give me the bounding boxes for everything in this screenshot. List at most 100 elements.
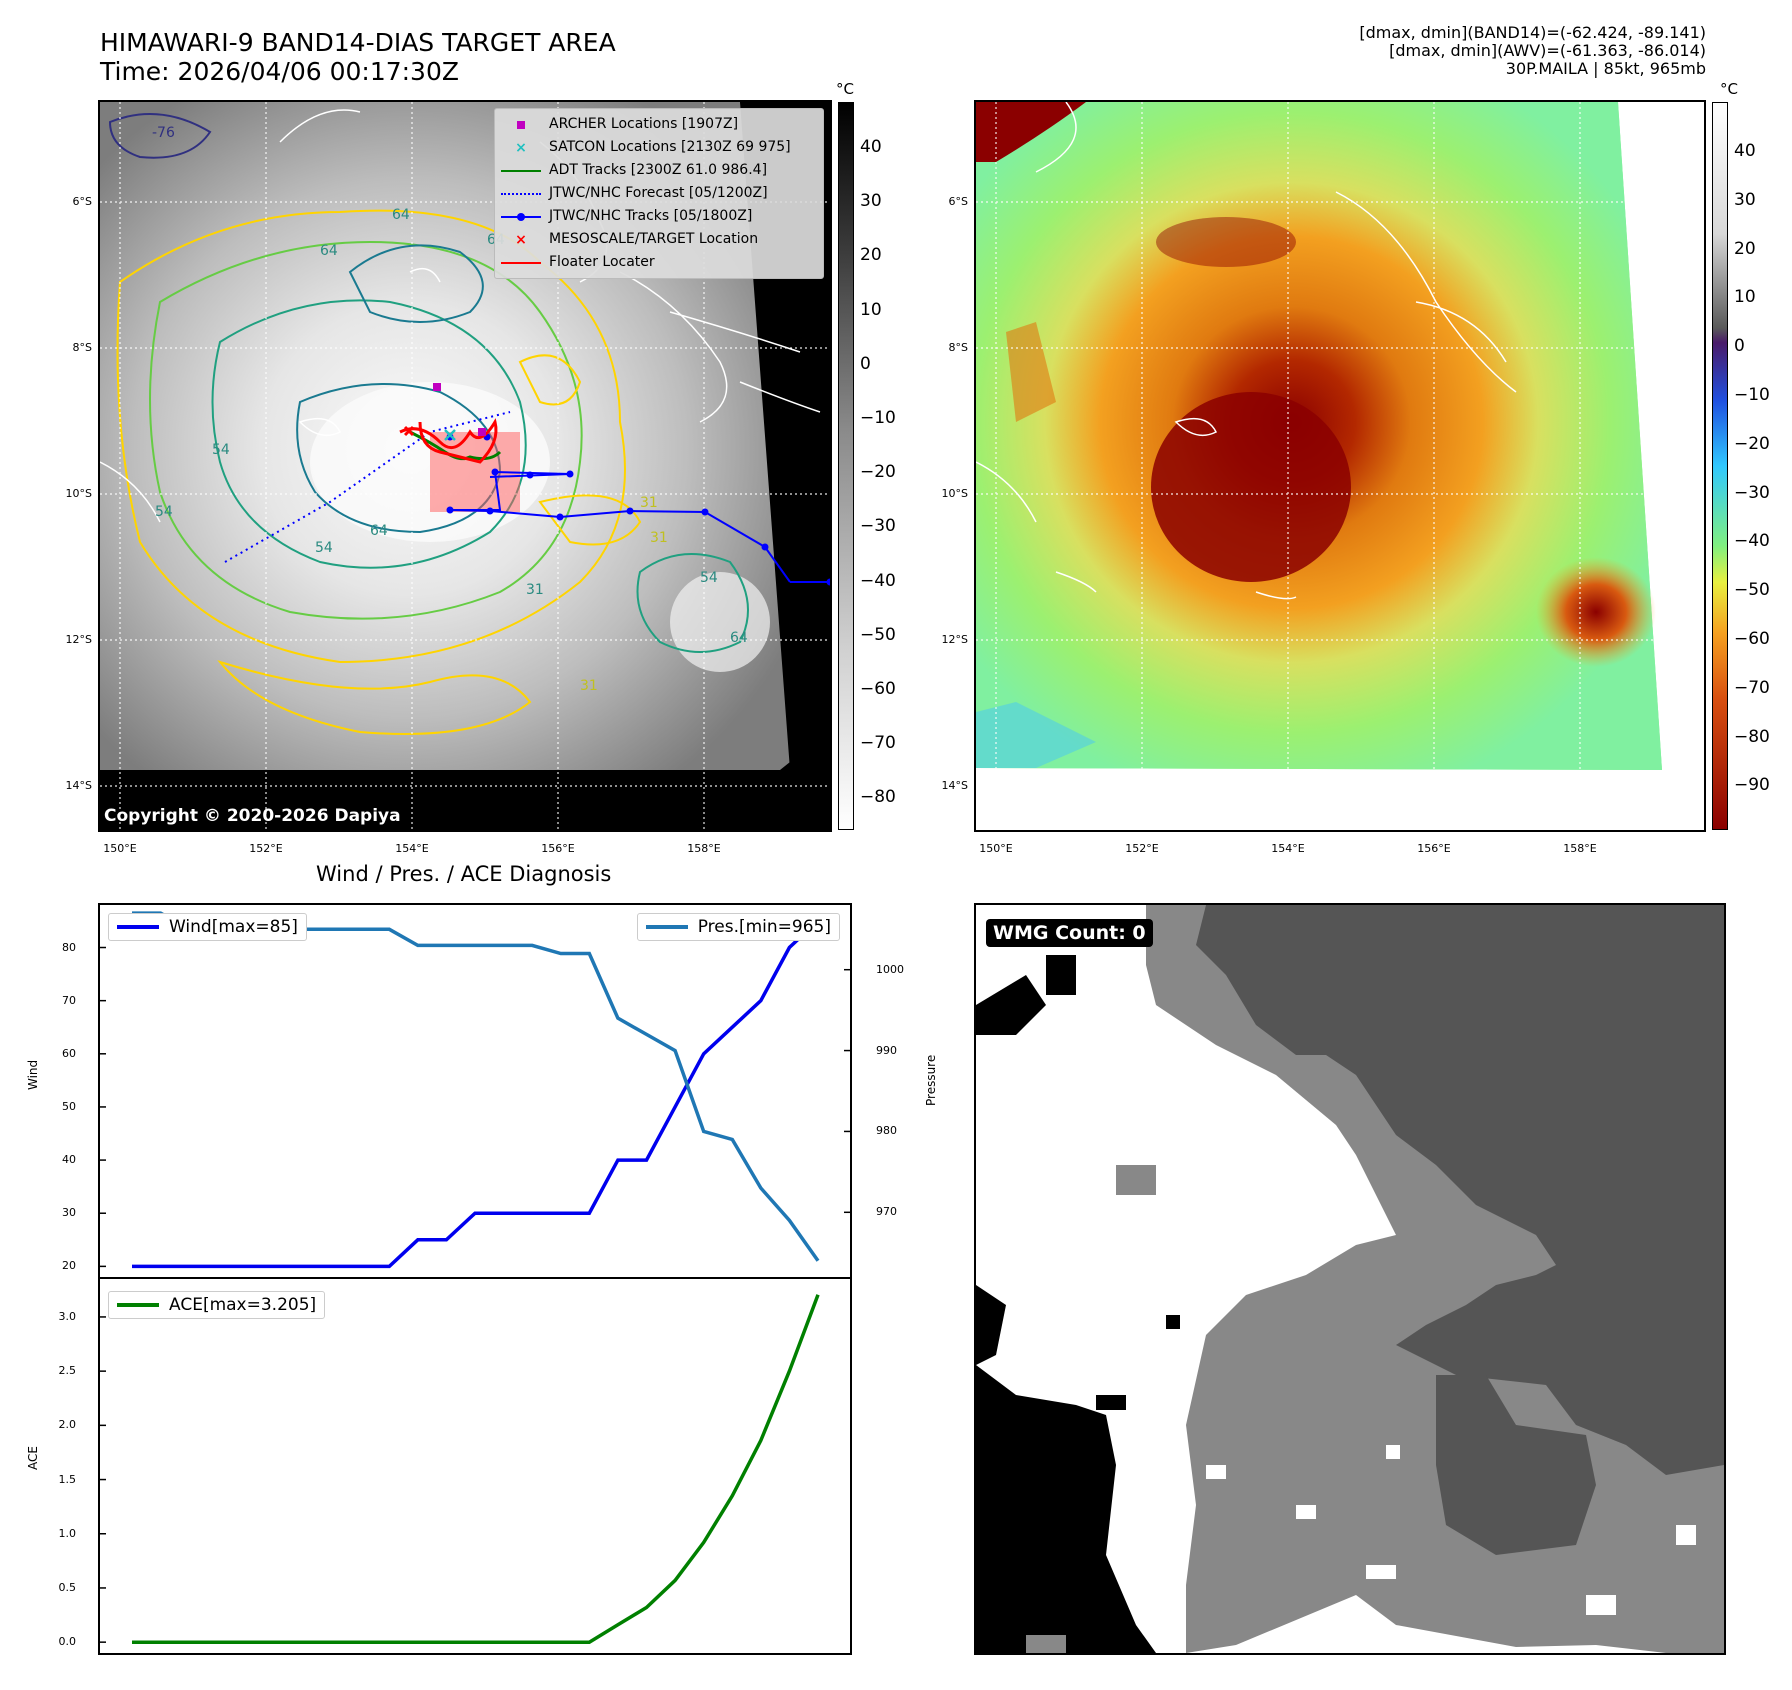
contour-label: 31 — [580, 678, 598, 694]
ace-chart — [100, 1294, 820, 1644]
lat-tick-label: 12°S — [65, 633, 92, 646]
lat-tick-label: 8°S — [72, 341, 92, 354]
chart-title: HIMAWARI-9 BAND14-DIAS TARGET AREA — [100, 28, 616, 57]
wind-legend: Wind[max=85] — [108, 913, 307, 941]
awv-colorbar-tick: −60 — [1734, 629, 1770, 649]
ace-ylabel: ACE — [26, 1446, 40, 1470]
ir-colorbar-tick: −70 — [860, 733, 896, 754]
legend-item: JTWC/NHC Forecast [05/1200Z] — [501, 182, 817, 205]
info-line-awv: [dmax, dmin](AWV)=(-61.363, -86.014) — [1389, 41, 1706, 60]
awv-colorbar-unit: °C — [1720, 80, 1738, 98]
pres-ylabel: Pressure — [924, 1054, 938, 1106]
contour-label: 31 — [640, 495, 658, 511]
target-location — [403, 425, 415, 437]
diag-title: Wind / Pres. / ACE Diagnosis — [316, 862, 612, 886]
ace-tick-label: 2.0 — [58, 1418, 77, 1432]
ir-legend: ARCHER Locations [1907Z] × SATCON Locatio… — [494, 108, 824, 279]
lat-tick-label: 10°S — [65, 487, 92, 500]
awv-colorbar-tick: −20 — [1734, 433, 1770, 454]
awv-colorbar-tick: −50 — [1734, 580, 1770, 601]
ace-tick-label: 1.0 — [58, 1526, 77, 1540]
awv-map-image — [976, 102, 1704, 830]
lon-tick-label: 158°E — [1563, 842, 1597, 855]
ir-colorbar-tick: −30 — [860, 516, 896, 537]
awv-colorbar-tick: −40 — [1734, 531, 1770, 552]
lon-tick-label: 156°E — [1417, 842, 1451, 855]
ir-colorbar-tick: 20 — [860, 245, 882, 266]
ir-colorbar-tick: −80 — [860, 787, 896, 808]
ace-tick-label: 0.0 — [58, 1635, 77, 1649]
awv-colorbar-tick: −70 — [1734, 677, 1770, 698]
lat-tick-label: 8°S — [948, 341, 968, 354]
contour-label: 31 — [650, 530, 668, 546]
ace-legend: ACE[max=3.205] — [108, 1291, 326, 1319]
lat-tick-label: 6°S — [948, 195, 968, 208]
contour-label: 64 — [370, 523, 388, 539]
contour-label: 54 — [315, 540, 333, 556]
ir-colorbar-tick: −20 — [860, 462, 896, 483]
pressure-tick-label: 970 — [876, 1205, 897, 1219]
contour-label: 64 — [730, 630, 748, 646]
contour-label: 54 — [700, 570, 718, 586]
chart-time: Time: 2026/04/06 00:17:30Z — [100, 57, 459, 86]
pressure-tick-label: 990 — [876, 1043, 897, 1057]
ace-plot: ACE[max=3.205] — [98, 1277, 852, 1655]
legend-item: × MESOSCALE/TARGET Location — [515, 231, 759, 248]
archer-location — [433, 383, 441, 391]
awv-colorbar-tick: 0 — [1734, 336, 1745, 357]
awv-colorbar-tick: −80 — [1734, 726, 1770, 747]
ir-colorbar-tick: 10 — [860, 299, 882, 320]
awv-colorbar-tick: 40 — [1734, 141, 1756, 161]
lon-tick-label: 152°E — [1125, 842, 1159, 855]
wind-tick-label: 40 — [62, 1153, 76, 1167]
ir-colorbar-tick: 40 — [860, 137, 882, 157]
info-line-storm: 30P.MAILA | 85kt, 965mb — [1505, 59, 1706, 78]
lon-tick-label: 154°E — [395, 842, 429, 855]
awv-map-panel — [974, 100, 1706, 832]
ir-colorbar — [838, 102, 854, 830]
wmg-panel: WMG Count: 0 — [974, 903, 1726, 1655]
lon-tick-label: 158°E — [687, 842, 721, 855]
legend-item: ARCHER Locations [1907Z] — [501, 113, 817, 136]
ir-colorbar-tick: −40 — [860, 570, 896, 591]
info-line-band14: [dmax, dmin](BAND14)=(-62.424, -89.141) — [1359, 23, 1706, 42]
pres-legend: Pres.[min=965] — [636, 913, 840, 941]
contour-label: 54 — [212, 442, 230, 458]
ir-colorbar-tick: 0 — [860, 353, 871, 374]
wind-series-line — [132, 919, 820, 1269]
ir-colorbar-unit: °C — [836, 80, 854, 98]
awv-colorbar-tick: −90 — [1734, 775, 1770, 796]
pressure-series-line — [132, 911, 820, 1262]
lat-tick-label: 14°S — [941, 779, 968, 792]
awv-colorbar-tick: 30 — [1734, 189, 1756, 210]
awv-colorbar — [1712, 102, 1728, 830]
wind-tick-label: 80 — [62, 940, 76, 954]
ir-map-panel: -76 64 64 64 54 54 54 64 31 31 31 54 64 … — [98, 100, 832, 832]
lat-tick-label: 12°S — [941, 633, 968, 646]
wmg-count-badge: WMG Count: 0 — [986, 919, 1153, 947]
lat-tick-label: 14°S — [65, 779, 92, 792]
wind-tick-label: 30 — [62, 1206, 76, 1220]
info-block: [dmax, dmin](BAND14)=(-62.424, -89.141) … — [1359, 24, 1706, 78]
wind-pres-plot: Wind[max=85] Pres.[min=965] — [98, 903, 852, 1279]
ace-tick-label: 2.5 — [58, 1364, 77, 1378]
legend-item: ADT Tracks [2300Z 61.0 986.4] — [501, 159, 817, 182]
legend-item: JTWC/NHC Tracks [05/1800Z] — [501, 205, 817, 228]
archer-location — [478, 428, 486, 436]
lat-tick-label: 10°S — [941, 487, 968, 500]
floater-locater — [399, 418, 498, 464]
legend-item: Floater Locater — [501, 251, 817, 274]
awv-colorbar-tick: −30 — [1734, 482, 1770, 503]
jtwc-forecast-line — [224, 411, 511, 563]
adt-track — [409, 430, 502, 461]
lon-tick-label: 150°E — [103, 842, 137, 855]
ace-tick-label: 3.0 — [58, 1309, 77, 1323]
wind-tick-label: 60 — [62, 1046, 76, 1060]
ir-colorbar-tick: 30 — [860, 191, 882, 212]
contour-label: 64 — [320, 243, 338, 259]
ace-tick-label: 1.5 — [58, 1472, 77, 1486]
lon-tick-label: 150°E — [979, 842, 1013, 855]
wind-tick-label: 50 — [62, 1099, 76, 1113]
legend-item: × SATCON Locations [2130Z 69 975] — [515, 139, 791, 156]
lat-tick-label: 6°S — [72, 195, 92, 208]
